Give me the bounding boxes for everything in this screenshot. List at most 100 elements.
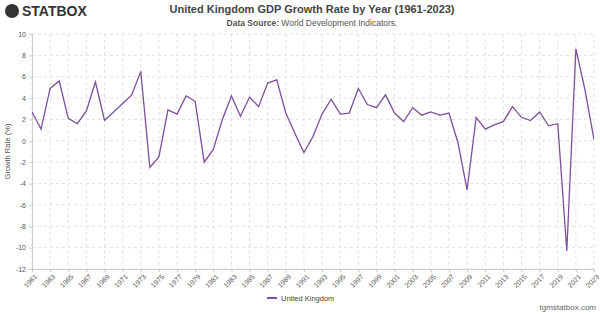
x-tick: 2005 — [421, 269, 437, 289]
x-tick-mark — [376, 269, 377, 272]
x-tick-mark — [159, 269, 160, 272]
x-tick-label: 1961 — [22, 273, 38, 289]
y-axis-line — [29, 35, 33, 270]
x-tick-mark — [540, 269, 541, 272]
x-tick: 1967 — [77, 269, 93, 289]
x-tick-label: 1977 — [168, 273, 184, 289]
grid-line-y — [32, 34, 594, 35]
x-tick: 1989 — [276, 269, 292, 289]
x-tick-mark — [213, 269, 214, 272]
y-tick-mark — [29, 226, 32, 227]
y-tick-label: 8 — [22, 52, 26, 59]
y-tick-mark — [29, 184, 32, 185]
x-tick: 1985 — [240, 269, 256, 289]
x-tick-mark — [304, 269, 305, 272]
grid-line-x — [557, 34, 558, 269]
grid-line-y — [32, 76, 594, 77]
x-tick-label: 2011 — [476, 273, 492, 289]
y-tick: 8 — [22, 52, 32, 59]
y-tick: -2 — [20, 159, 32, 166]
x-tick-label: 1985 — [240, 273, 256, 289]
x-tick: 1991 — [294, 269, 310, 289]
x-tick: 1993 — [313, 269, 329, 289]
y-tick-label: 10 — [18, 31, 26, 38]
x-tick-mark — [50, 269, 51, 272]
grid-line-x — [158, 34, 159, 269]
grid-line-y — [32, 55, 594, 56]
x-tick-mark — [467, 269, 468, 272]
grid-line-x — [594, 34, 595, 269]
x-tick-label: 1965 — [59, 273, 75, 289]
legend: United Kingdom — [267, 294, 334, 303]
x-tick: 1981 — [204, 269, 220, 289]
x-tick-mark — [123, 269, 124, 272]
x-tick-mark — [576, 269, 577, 272]
x-tick-label: 2023 — [584, 273, 600, 289]
x-tick: 2023 — [584, 269, 600, 289]
grid-line-x — [412, 34, 413, 269]
grid-line-x — [376, 34, 377, 269]
x-tick-mark — [340, 269, 341, 272]
y-tick-label: 0 — [22, 138, 26, 145]
logo-icon — [5, 4, 19, 18]
y-tick-label: -4 — [20, 180, 26, 187]
x-tick-label: 1967 — [77, 273, 93, 289]
x-tick-label: 1963 — [41, 273, 57, 289]
x-tick: 2015 — [512, 269, 528, 289]
logo: STATBOX — [5, 3, 87, 19]
y-tick: -10 — [16, 244, 32, 251]
x-tick-mark — [521, 269, 522, 272]
grid-line-x — [358, 34, 359, 269]
x-tick-label: 2007 — [439, 273, 455, 289]
grid-line-x — [503, 34, 504, 269]
grid-line-y — [32, 119, 594, 120]
x-tick-mark — [141, 269, 142, 272]
x-tick-label: 2015 — [512, 273, 528, 289]
x-tick-mark — [413, 269, 414, 272]
x-tick-mark — [286, 269, 287, 272]
x-tick: 2001 — [385, 269, 401, 289]
x-tick-mark — [68, 269, 69, 272]
x-tick-mark — [503, 269, 504, 272]
x-tick-label: 2001 — [385, 273, 401, 289]
x-tick-label: 2005 — [421, 273, 437, 289]
grid-line-x — [285, 34, 286, 269]
y-axis: -12-10-8-6-4-20246810 — [16, 31, 33, 273]
y-tick: -8 — [20, 223, 32, 230]
grid-line-x — [86, 34, 87, 269]
y-tick: -12 — [16, 266, 32, 273]
y-tick-label: 4 — [22, 95, 26, 102]
y-tick-mark — [29, 205, 32, 206]
x-tick: 2007 — [439, 269, 455, 289]
x-tick-mark — [86, 269, 87, 272]
grid-line-x — [322, 34, 323, 269]
x-tick-mark — [250, 269, 251, 272]
grid-line-y — [32, 162, 594, 163]
grid-line-x — [50, 34, 51, 269]
grid-line-y — [32, 204, 594, 205]
x-tick-label: 1969 — [95, 273, 111, 289]
x-tick-mark — [594, 269, 595, 272]
x-tick: 1961 — [22, 269, 38, 289]
x-tick-label: 1971 — [113, 273, 129, 289]
x-tick-label: 1995 — [331, 273, 347, 289]
grid-line-x — [177, 34, 178, 269]
grid-line-x — [140, 34, 141, 269]
title: United Kingdom GDP Growth Rate by Year (… — [169, 3, 454, 15]
y-tick-label: 2 — [22, 116, 26, 123]
x-axis: 1961196319651967196919711973197519771979… — [22, 269, 600, 289]
y-tick: -4 — [20, 180, 32, 187]
grid-line-x — [430, 34, 431, 269]
x-tick-mark — [268, 269, 269, 272]
x-tick-label: 2017 — [530, 273, 546, 289]
x-tick-mark — [395, 269, 396, 272]
y-tick-mark — [29, 55, 32, 56]
y-tick-mark — [29, 77, 32, 78]
grid-line-x — [485, 34, 486, 269]
grid-line-x — [249, 34, 250, 269]
x-tick-mark — [195, 269, 196, 272]
grid-line-x — [340, 34, 341, 269]
grid-line-y — [32, 247, 594, 248]
x-tick: 2003 — [403, 269, 419, 289]
x-tick: 1999 — [367, 269, 383, 289]
